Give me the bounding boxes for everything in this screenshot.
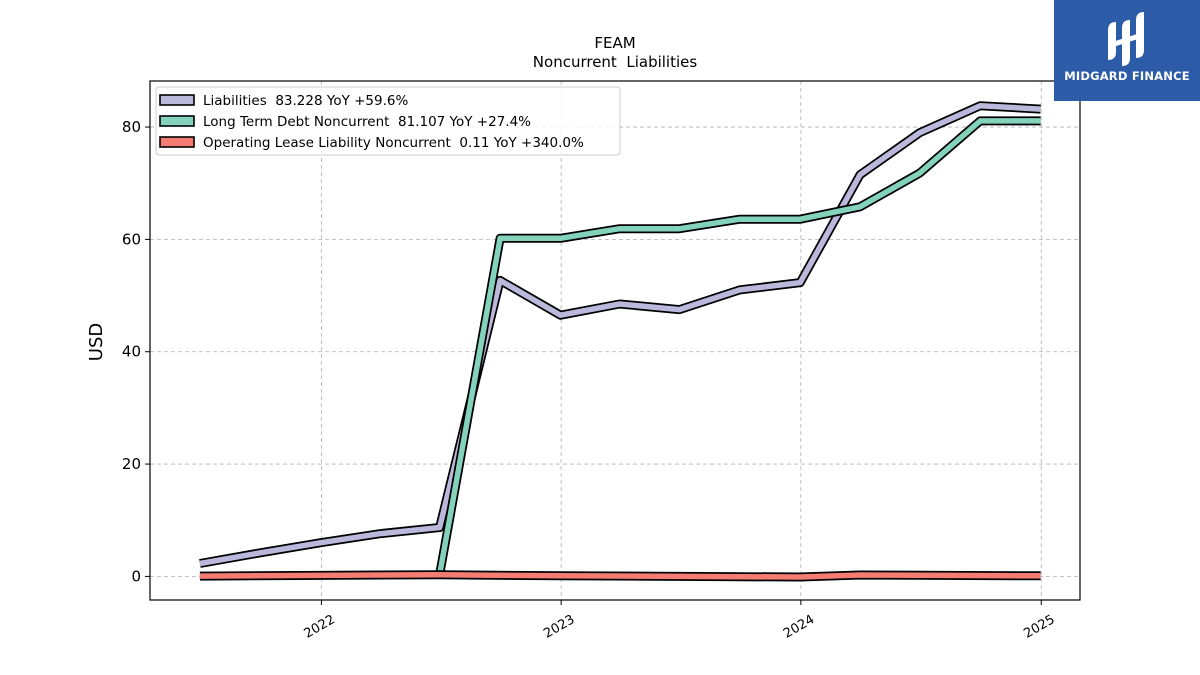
series-outline [435, 116, 1041, 576]
legend-swatch [159, 136, 195, 148]
y-tick-label: 0 [131, 567, 141, 585]
midgard-logo-icon [1108, 12, 1144, 66]
series-line-3 [199, 570, 1041, 582]
axes: 0 20 40 60 80 2022 2023 2024 2025 [122, 118, 1058, 642]
series-lines [199, 101, 1041, 582]
series-stroke [436, 118, 1041, 576]
legend-swatch [159, 115, 195, 127]
plot-frame [149, 80, 1081, 601]
series-stroke [199, 571, 1041, 580]
x-tick-label: 2023 [541, 612, 577, 642]
legend-label: Long Term Debt Noncurrent 81.107 YoY +27… [203, 114, 531, 130]
chart-subtitle: Noncurrent Liabilities [533, 53, 698, 71]
legend-swatch [159, 94, 195, 106]
y-tick-label: 60 [122, 230, 141, 248]
legend: Liabilities 83.228 YoY +59.6% Long Term D… [155, 86, 621, 156]
y-tick-label: 20 [122, 455, 141, 473]
logo-text: MIDGARD FINANCE [1064, 69, 1190, 83]
x-tick-label: 2022 [302, 612, 338, 642]
midgard-finance-logo: MIDGARD FINANCE [1054, 0, 1200, 101]
x-tick-label: 2024 [781, 612, 817, 642]
legend-label: Liabilities 83.228 YoY +59.6% [203, 93, 408, 109]
y-tick-label: 80 [122, 118, 141, 136]
series-line-1 [199, 101, 1041, 568]
series-line-2 [435, 116, 1041, 576]
legend-label: Operating Lease Liability Noncurrent 0.1… [203, 135, 584, 151]
series-stroke [199, 102, 1041, 567]
legend-box [155, 86, 621, 156]
chart-title: FEAM [594, 34, 635, 52]
y-tick-label: 40 [122, 343, 141, 361]
x-tick-label: 2025 [1021, 612, 1057, 642]
y-axis-label: USD [86, 323, 107, 361]
